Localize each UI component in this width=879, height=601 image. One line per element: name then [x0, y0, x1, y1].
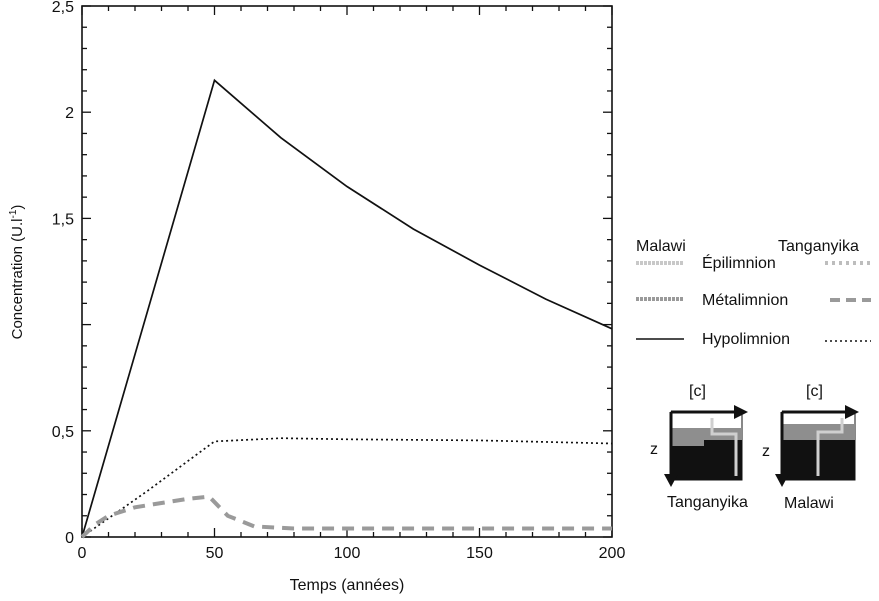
series-layer: [80, 78, 613, 539]
x-tick-label: 0: [78, 545, 87, 562]
y-axis-tick-labels: 0 0,5 1,5 2 2,5: [52, 0, 74, 547]
y-tick-label: 2: [65, 105, 74, 122]
x-axis-ticks: [81, 6, 613, 537]
schematic-tanganyika-c-arrowhead: [734, 405, 748, 419]
schematic-tanganyika-z-arrowhead: [664, 474, 678, 487]
y-axis-title-superscript: -1: [8, 209, 19, 218]
legend-header-tanganyika: Tanganyika: [778, 238, 859, 255]
legend: Malawi Tanganyika Épilimnion Métalimnion…: [636, 238, 871, 348]
schematic-malawi-c-label: [c]: [806, 383, 823, 400]
schematic-tanganyika-z-label: z: [650, 441, 658, 458]
schematic-tanganyika-profile: [710, 418, 738, 476]
y-tick-label: 1,5: [52, 211, 74, 228]
legend-label-epilimnion: Épilimnion: [702, 253, 776, 272]
x-tick-label: 50: [206, 545, 224, 562]
schematic-malawi-z-arrowhead: [775, 474, 789, 487]
schematic-tanganyika-caption: Tanganyika: [667, 494, 748, 511]
schematic-malawi-c-arrowhead: [845, 405, 859, 419]
schematic-tanganyika-hypolimnion: [671, 440, 742, 480]
schematic-malawi-z-label: z: [762, 443, 770, 460]
x-tick-label: 100: [334, 545, 361, 562]
x-tick-label: 200: [599, 545, 626, 562]
legend-label-metalimnion: Métalimnion: [702, 292, 788, 309]
schematic-tanganyika: [c] z Tanganyika: [650, 383, 748, 511]
legend-label-hypolimnion: Hypolimnion: [702, 331, 790, 348]
y-tick-label: 0,5: [52, 424, 74, 441]
y-tick-label: 2,5: [52, 0, 74, 16]
y-axis-title: Concentration (U.l-1): [8, 205, 26, 340]
plot-frame: [81, 5, 613, 538]
schematic-malawi-profile: [816, 418, 844, 476]
x-axis-title: Temps (années): [290, 577, 405, 594]
series-malawi-metalimnion: [80, 494, 612, 539]
x-axis-tick-labels: 0 50 100 150 200: [78, 545, 626, 562]
legend-header-malawi: Malawi: [636, 238, 686, 255]
y-axis-title-main: Concentration (U.l: [9, 219, 26, 340]
schematic-tanganyika-c-label: [c]: [689, 383, 706, 400]
y-tick-label: 0: [65, 530, 74, 547]
x-tick-label: 150: [466, 545, 493, 562]
y-axis-title-close: ): [9, 205, 26, 210]
schematic-malawi-caption: Malawi: [784, 495, 834, 512]
series-tanganyika-hypolimnion: [81, 437, 613, 538]
series-malawi-hypolimnion: [81, 78, 613, 538]
y-axis-ticks: [82, 5, 612, 538]
schematic-malawi: [c] z Malawi: [762, 383, 859, 512]
